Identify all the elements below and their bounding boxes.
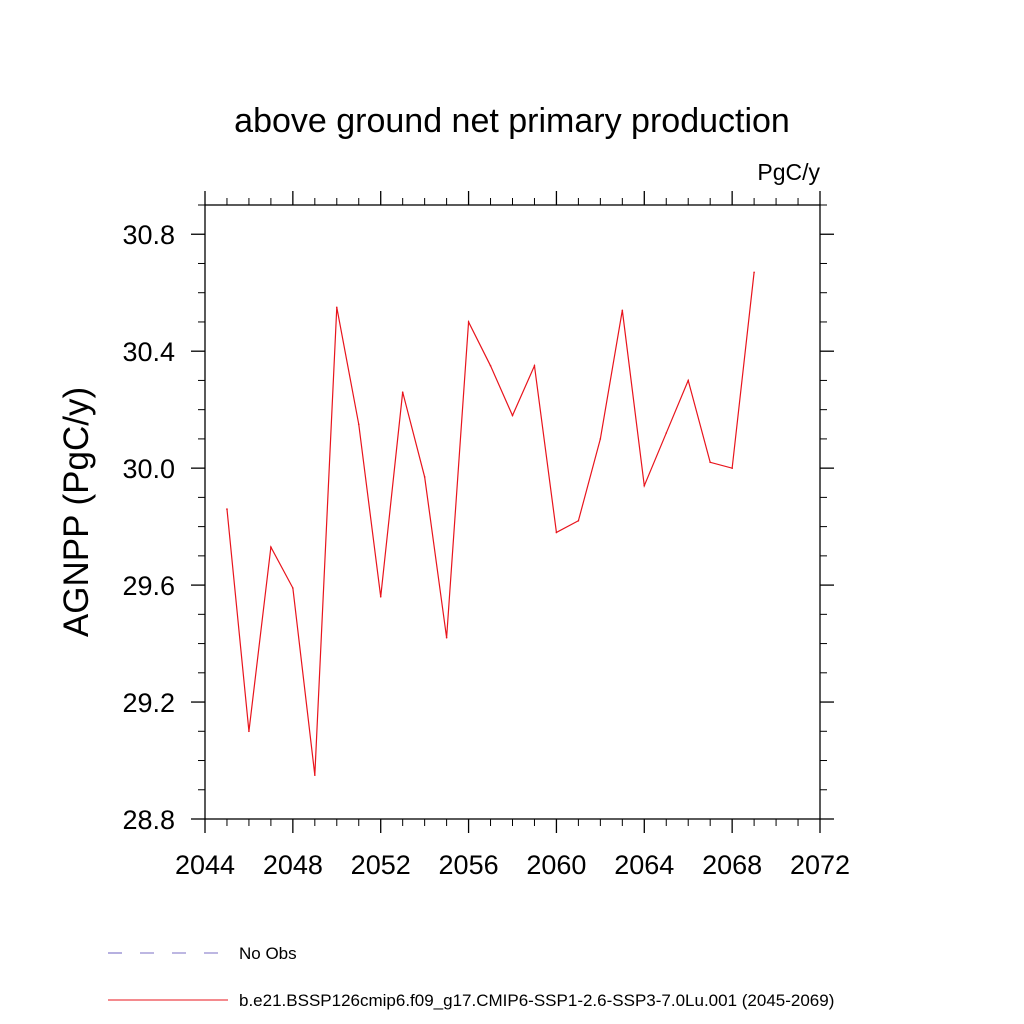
data-point (489, 365, 492, 367)
y-tick-label: 29.6 (122, 571, 175, 601)
legend-label: b.e21.BSSP126cmip6.f09_g17.CMIP6-SSP1-2.… (239, 991, 834, 1010)
data-point (357, 423, 360, 426)
plot-frame (204, 204, 821, 820)
units-label: PgC/y (757, 159, 820, 185)
data-point (314, 774, 316, 776)
x-tick-label: 2068 (702, 850, 762, 880)
axis-ticks (191, 191, 834, 833)
x-tick-label: 2052 (351, 850, 411, 880)
data-point (709, 461, 711, 464)
data-point (335, 306, 338, 309)
x-tick-labels: 2044 2048 2052 2056 2060 2064 2068 2072 (175, 850, 850, 880)
x-tick-label: 2072 (790, 850, 850, 880)
data-point (467, 321, 470, 323)
x-tick-label: 2048 (263, 850, 323, 880)
y-tick-label: 30.4 (122, 337, 175, 367)
x-tick-label: 2056 (439, 850, 499, 880)
data-point (401, 391, 404, 393)
data-point (226, 508, 228, 510)
y-tick-label: 28.8 (122, 805, 175, 835)
y-tick-label: 29.2 (122, 688, 175, 718)
series-line (226, 272, 755, 776)
data-point (270, 546, 272, 548)
data-point (753, 271, 755, 274)
series-group (226, 271, 755, 776)
x-tick-label: 2044 (175, 850, 235, 880)
data-point (445, 636, 448, 639)
data-point (665, 432, 668, 434)
legend: No Obs b.e21.BSSP126cmip6.f09_g17.CMIP6-S… (108, 944, 834, 1010)
y-tick-label: 30.8 (122, 220, 175, 250)
data-point (292, 587, 294, 589)
data-point (621, 309, 624, 312)
chart-title: above ground net primary production (234, 102, 790, 140)
data-point (511, 414, 514, 417)
legend-label: No Obs (239, 944, 297, 963)
y-tick-label: 30.0 (122, 454, 175, 484)
x-tick-label: 2064 (614, 850, 674, 880)
data-point (423, 476, 426, 478)
y-tick-labels: 28.8 29.2 29.6 30.0 30.4 30.8 (122, 220, 175, 835)
x-tick-label: 2060 (526, 850, 586, 880)
data-point (643, 484, 646, 487)
data-point (687, 379, 690, 382)
y-axis-label: AGNPP (PgC/y) (57, 387, 96, 637)
data-point (731, 467, 733, 469)
data-point (533, 365, 536, 367)
data-point (379, 595, 382, 598)
data-point (248, 730, 250, 733)
data-point (599, 438, 602, 440)
data-point (577, 519, 580, 522)
data-point (555, 531, 558, 534)
